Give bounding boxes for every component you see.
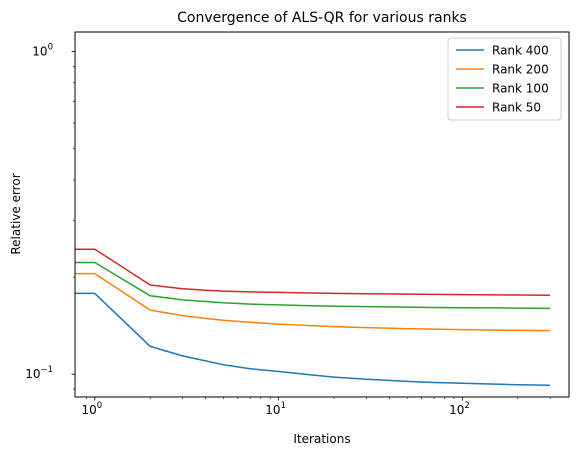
chart-title: Convergence of ALS-QR for various ranks — [177, 10, 467, 26]
y-tick-label: 100 — [32, 43, 53, 59]
x-tick-label: 100 — [81, 401, 102, 417]
x-axis-label: Iterations — [293, 432, 350, 446]
plot-area: 100 101 102 10−1 100 — [25, 43, 551, 417]
series-line-2 — [75, 261, 551, 310]
y-tick-label: 10−1 — [25, 365, 53, 381]
series-line-0 — [75, 292, 551, 386]
legend-label: Rank 50 — [492, 101, 541, 115]
series-line-3 — [75, 248, 551, 296]
legend-box — [447, 37, 562, 121]
legend-label: Rank 200 — [492, 63, 549, 77]
axes-frame — [74, 31, 570, 398]
series-line-1 — [75, 272, 551, 332]
x-tick-label: 102 — [449, 401, 470, 417]
legend: Rank 400 Rank 200 Rank 100 Rank 50 — [447, 37, 562, 121]
x-tick-label: 101 — [265, 401, 286, 417]
legend-label: Rank 100 — [492, 82, 549, 96]
y-axis-label: Relative error — [9, 173, 23, 254]
series-group — [75, 248, 551, 386]
legend-label: Rank 400 — [492, 44, 549, 58]
